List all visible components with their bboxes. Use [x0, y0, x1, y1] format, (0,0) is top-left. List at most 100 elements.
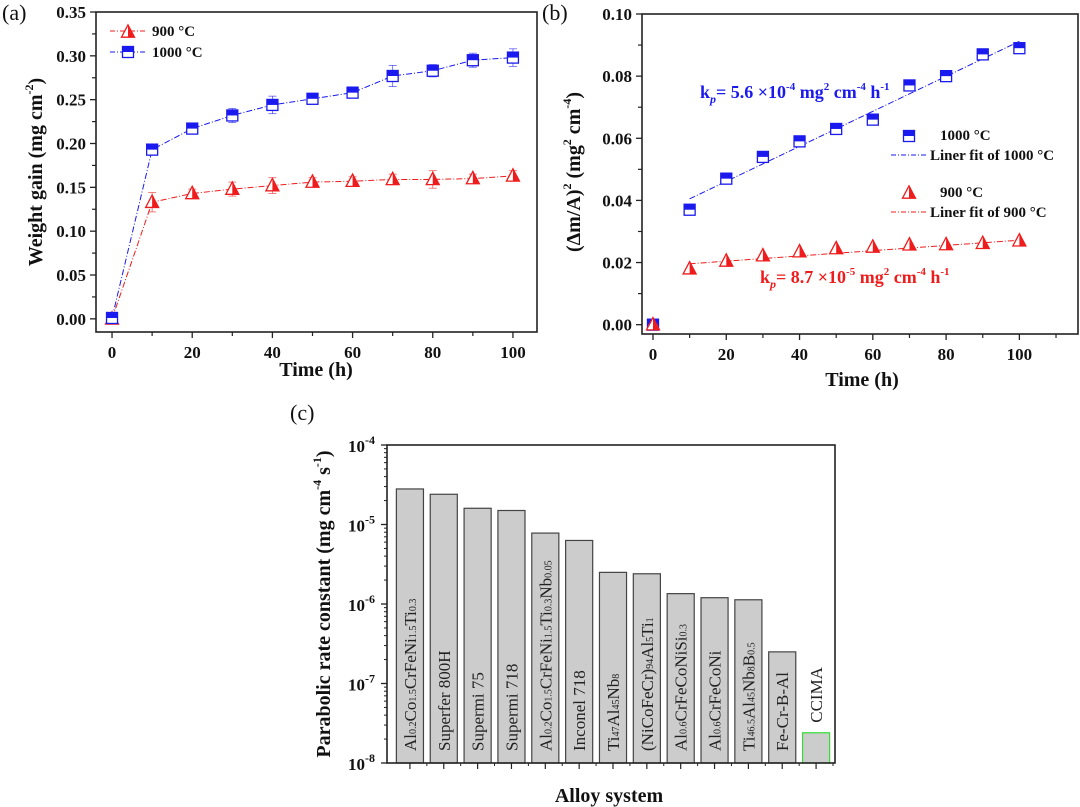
legend-b-900-marker: [901, 184, 917, 199]
kp-1000-k: k: [700, 82, 710, 102]
a-point-0: [144, 193, 160, 209]
b-ytick-label: 0.10: [602, 5, 632, 24]
a-point-0: [184, 184, 200, 200]
c-ytick-label: 10-5: [348, 513, 375, 536]
bar-label-subscript: 0.6: [679, 722, 690, 735]
marker-triangle-fill: [352, 174, 360, 187]
b-xtick-label: 100: [1007, 345, 1033, 364]
b-point-0: [939, 69, 953, 83]
bar-label-9: Al0.6CrFeCoNiSi0.3: [672, 624, 691, 751]
bar-label-part: Superfer 800H: [435, 650, 454, 751]
a-point-1: [186, 122, 199, 135]
bar-label-12: Fe-Cr-B-Al: [773, 672, 792, 751]
bar-label-part: Ti: [536, 611, 555, 626]
bar-label-subscript: 1.5: [543, 689, 554, 702]
a-point-0: [425, 170, 441, 186]
panel-a-ylabel: Weight gain (mg cm-2): [22, 78, 47, 266]
panel-b: (b) 0 20 40 60 80 100 0.00 0.02 0.04 0.06 0.08 0.10…: [542, 0, 1079, 391]
c-ytick-label: 10-4: [348, 433, 375, 456]
bar-label-part: Supermi 75: [469, 672, 488, 751]
kp-900-u2sup: -4: [917, 266, 927, 278]
a-ytick-label: 0.15: [56, 178, 86, 197]
bar-label-1: Al0.2Co1.5CrFeNi1.5Ti0.3: [401, 599, 420, 751]
marker-triangle-fill: [726, 253, 733, 267]
marker-triangle-fill: [432, 172, 440, 185]
b-ytick-label: 0.06: [602, 129, 632, 148]
panel-b-xlabel: Time (h): [825, 369, 899, 391]
bar-12: [768, 651, 797, 764]
bar-label-part: Al: [536, 734, 555, 751]
legend-b-fit-900-label: Liner fit of 900 °C: [930, 205, 1047, 221]
marker-triangle-fill: [232, 181, 239, 195]
marker-square-fill: [684, 204, 696, 210]
bar-label-subscript: 0.3: [543, 599, 554, 612]
panel-c-ylabel-main: Parabolic rate constant (mg cm: [313, 490, 335, 758]
bar-label-subscript: 1: [645, 617, 656, 622]
bar-label-part: Al: [672, 734, 691, 751]
kp-900-u3sup: -1: [940, 266, 949, 278]
marker-triangle-fill: [512, 168, 520, 182]
bar-label-part: Ti: [739, 736, 758, 751]
marker-square-fill: [106, 312, 118, 318]
panel-a-ylabel-sup: -2: [22, 85, 36, 95]
panel-b-kp-1000: kp= 5.6 ×10-4 mg2 cm-4 h-1: [700, 81, 890, 106]
panel-b-ylabel-sup1: 2: [560, 184, 574, 190]
panel-b-frame: [641, 13, 1079, 335]
b-point-1: [718, 252, 734, 267]
b-point-1: [791, 243, 808, 258]
marker-triangle-fill: [128, 24, 135, 38]
marker-square-fill: [266, 99, 278, 105]
bar-label-subscript: 0.6: [713, 722, 724, 735]
c-ytick-base: 10: [348, 517, 365, 536]
panel-c-ylabel-mid: s: [313, 467, 335, 480]
a-point-0: [465, 170, 481, 185]
bar-label-part: Fe-Cr-B-Al: [773, 672, 792, 751]
kp-900-sub: p: [769, 277, 776, 291]
marker-square-fill: [146, 144, 158, 150]
c-ytick-base: 10: [348, 596, 365, 615]
a-point-1: [145, 143, 159, 156]
bar-13: [801, 732, 831, 764]
panel-c-ylabel-sup1: -4: [310, 480, 324, 490]
b-point-0: [866, 113, 879, 126]
a-ytick-label: 0.20: [56, 135, 86, 154]
bar-label-part: Nb: [739, 671, 758, 692]
bar-label-part: Supermi 718: [502, 664, 521, 751]
marker-triangle-fill: [652, 317, 660, 330]
marker-square-fill: [1013, 42, 1025, 49]
b-xtick-label: 60: [864, 345, 881, 364]
legend-900-label: 900 °C: [152, 24, 195, 40]
bar-label-part: CrFeCoNiSi: [672, 636, 691, 721]
bar-label-part: CCIMA: [807, 666, 826, 722]
panel-a: (a) 0 20 40 60 80 100 0.00 0.05 0.10 0.15 0.20 0.25…: [2, 0, 538, 381]
c-ytick-base: 10: [348, 437, 365, 456]
kp-1000-exp: -4: [786, 81, 796, 93]
marker-square-fill: [507, 52, 519, 58]
marker-triangle-fill: [152, 195, 159, 208]
bar-label-part: Inconel 718: [570, 670, 589, 751]
marker-triangle-fill: [689, 261, 697, 274]
kp-1000-u1sup: 2: [824, 81, 830, 93]
marker-square-fill: [467, 54, 479, 61]
a-point-1: [306, 92, 319, 105]
b-point-0: [793, 135, 806, 148]
bar-label-subscript: 5: [645, 637, 656, 642]
panel-a-label: (a): [2, 0, 26, 25]
a-ytick-label: 0.30: [56, 47, 86, 66]
bar-label-subscript: 0.3: [679, 624, 690, 637]
bar-11: [734, 599, 763, 764]
b-point-1: [682, 260, 698, 275]
panel-a-ylabel-end: ): [25, 78, 47, 85]
bar-label-part: Ti: [604, 736, 623, 751]
marker-square-fill: [867, 114, 879, 120]
b-fit-line: [689, 239, 1020, 265]
b-point-1: [645, 316, 661, 331]
a-point-0: [505, 167, 521, 182]
b-point-1: [828, 240, 844, 255]
a-point-0: [385, 170, 401, 186]
marker-square-fill: [757, 151, 769, 157]
panel-c-frame: [386, 444, 836, 764]
bar-label-subscript: 0.3: [408, 599, 419, 612]
b-xtick-label: 20: [718, 345, 735, 364]
marker-triangle-fill: [909, 185, 916, 199]
